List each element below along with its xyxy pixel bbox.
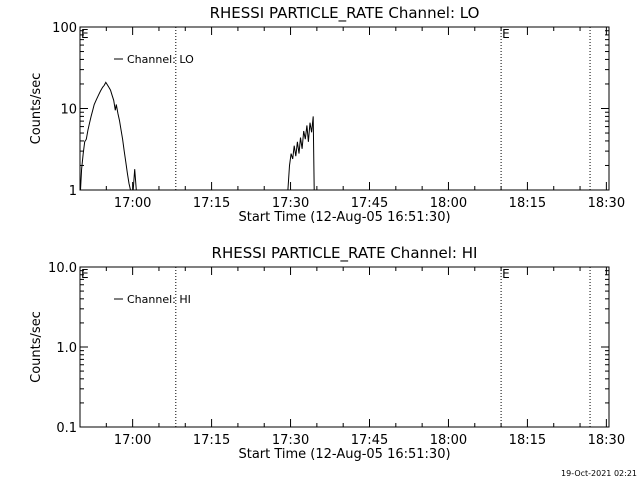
panel-1-x-tick-label-3: 17:45 xyxy=(351,196,388,211)
panel-2-x-tick-label-2: 17:30 xyxy=(272,433,309,448)
panel-2-y-tick-label-0: 0.1 xyxy=(56,421,77,436)
panel-2-plot-frame xyxy=(79,266,610,428)
panel-2-x-tick-label-1: 17:15 xyxy=(193,433,230,448)
panel-1-edge-marker-0: E xyxy=(81,27,89,41)
panel-2-y-tick-label-2: 10.0 xyxy=(48,261,77,276)
panel-1-y-tick-label-0: 1 xyxy=(69,184,77,199)
panel-2-legend-label: Channel: HI xyxy=(127,293,191,306)
panel-1-series-0-segment-0 xyxy=(80,81,131,191)
panel-1-x-tick-label-0: 17:00 xyxy=(114,196,151,211)
panel-1-x-tick-label-2: 17:30 xyxy=(272,196,309,211)
panel-2-y-axis-label: Counts/sec xyxy=(29,311,44,383)
panel-2-x-tick-label-0: 17:00 xyxy=(114,433,151,448)
panel-1-x-axis-label: Start Time (12-Aug-05 16:51:30) xyxy=(238,210,450,225)
panel-2-y-tick-label-1: 1.0 xyxy=(56,341,77,356)
panel-2-x-tick-label-5: 18:15 xyxy=(509,433,546,448)
panel-1-event-label-1: E xyxy=(502,27,510,41)
panel-2-x-tick-label-6: 18:30 xyxy=(588,433,625,448)
panel-1-y-tick-label-2: 100 xyxy=(52,21,77,36)
footer-timestamp: 19-Oct-2021 02:21 xyxy=(561,469,637,478)
panel-2-x-axis-label: Start Time (12-Aug-05 16:51:30) xyxy=(238,447,450,462)
panel-1-legend-label: Channel: LO xyxy=(127,53,194,66)
panel-1-plot-frame xyxy=(79,26,610,191)
panel-1-y-axis-label: Counts/sec xyxy=(29,73,44,145)
panel-1-x-tick-label-6: 18:30 xyxy=(588,196,625,211)
panel-2-x-tick-label-4: 18:00 xyxy=(430,433,467,448)
panel-1-y-tick-label-1: 10 xyxy=(60,103,77,118)
panel-1-x-tick-label-5: 18:15 xyxy=(509,196,546,211)
panel-2-event-label-1: E xyxy=(502,267,510,281)
panel-1-x-tick-label-1: 17:15 xyxy=(193,196,230,211)
panel-2-x-tick-label-3: 17:45 xyxy=(351,433,388,448)
panel-1-series-0-segment-1 xyxy=(132,169,137,191)
panel-1-x-tick-label-4: 18:00 xyxy=(430,196,467,211)
panel-2-title: RHESSI PARTICLE_RATE Channel: HI xyxy=(212,244,478,263)
panel-2-edge-marker-0: E xyxy=(81,267,89,281)
panel-1-series-0-segment-2 xyxy=(287,116,315,191)
panel-1-title: RHESSI PARTICLE_RATE Channel: LO xyxy=(210,4,480,23)
